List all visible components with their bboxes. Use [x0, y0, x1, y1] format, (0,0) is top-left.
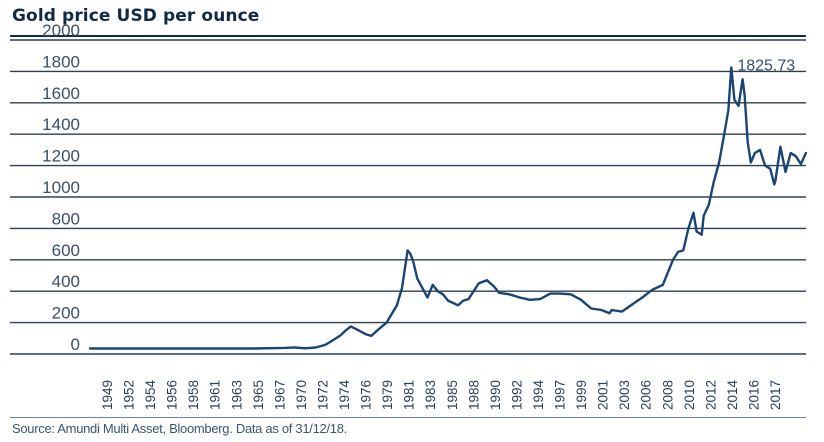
series-line-0 — [88, 66, 808, 350]
x-tick-label: 1979 — [380, 380, 395, 410]
y-tick-label: 2000 — [42, 21, 80, 40]
x-tick-label: 1997 — [553, 380, 568, 410]
chart-title: Gold price USD per ounce — [12, 6, 260, 26]
y-axis-ticks: 0 200 400 600 800 1000 1200 1400 1600 1800 2000 — [42, 21, 80, 354]
series-layer — [88, 66, 808, 350]
x-tick-label: 2001 — [596, 380, 611, 410]
x-tick-label: 1958 — [186, 380, 201, 410]
footer-divider — [10, 417, 806, 418]
x-tick-label: 1949 — [100, 380, 115, 410]
y-tick-label: 400 — [52, 272, 80, 291]
y-tick-label: 200 — [52, 304, 80, 323]
y-tick-label: 800 — [52, 209, 80, 228]
y-tick-label: 1000 — [42, 178, 80, 197]
x-tick-label: 1988 — [466, 380, 481, 410]
x-tick-label: 2017 — [768, 380, 783, 410]
x-tick-label: 1965 — [251, 380, 266, 410]
x-tick-label: 1999 — [574, 380, 589, 410]
y-tick-label: 1200 — [42, 147, 80, 166]
y-tick-label: 1800 — [42, 52, 80, 71]
x-tick-label: 2008 — [660, 380, 675, 410]
y-tick-label: 1600 — [42, 84, 80, 103]
gridlines — [10, 39, 806, 355]
title-underline — [10, 35, 806, 37]
x-tick-label: 1976 — [359, 380, 374, 410]
y-tick-label: 600 — [52, 241, 80, 260]
x-tick-label: 1970 — [294, 380, 309, 410]
x-tick-label: 2003 — [617, 380, 632, 410]
x-tick-label: 1992 — [509, 380, 524, 410]
x-tick-label: 2006 — [639, 380, 654, 410]
x-tick-label: 1981 — [402, 380, 417, 410]
y-tick-label: 0 — [71, 335, 80, 354]
x-tick-label: 1994 — [531, 379, 546, 410]
x-tick-label: 2016 — [746, 380, 761, 410]
x-tick-label: 1954 — [143, 379, 158, 410]
peak-annotation: 1825.73 — [737, 57, 795, 74]
y-tick-label: 1400 — [42, 115, 80, 134]
source-note: Source: Amundi Multi Asset, Bloomberg. D… — [12, 421, 347, 436]
annotation-layer: 1825.73 — [737, 57, 795, 74]
x-tick-label: 1972 — [315, 380, 330, 410]
x-tick-label: 1990 — [488, 380, 503, 410]
x-tick-label: 1961 — [208, 380, 223, 410]
x-axis-ticks: 1949 1952 1954 1956 1958 1961 1963 1965 1967 1970… — [100, 379, 783, 410]
x-tick-label: 1967 — [272, 380, 287, 410]
x-tick-label: 2012 — [703, 380, 718, 410]
x-tick-label: 1952 — [122, 380, 137, 410]
x-tick-label: 1963 — [229, 380, 244, 410]
x-tick-label: 2010 — [682, 380, 697, 410]
x-tick-label: 1956 — [165, 380, 180, 410]
x-tick-label: 1985 — [445, 380, 460, 410]
x-tick-label: 1974 — [337, 379, 352, 410]
x-tick-label: 1983 — [423, 380, 438, 410]
x-tick-label: 2014 — [725, 379, 740, 410]
